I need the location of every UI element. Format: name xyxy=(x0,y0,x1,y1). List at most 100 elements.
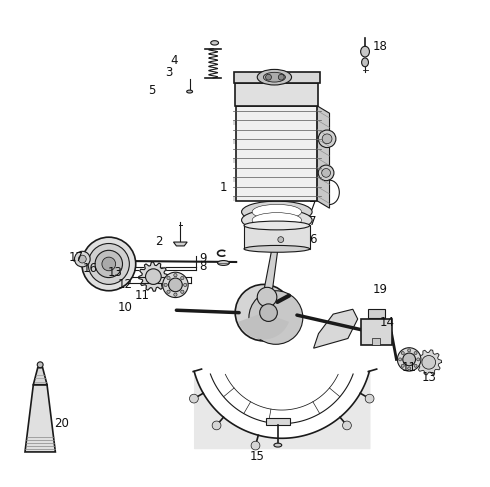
Circle shape xyxy=(163,272,188,298)
Circle shape xyxy=(318,165,334,181)
Circle shape xyxy=(401,364,404,367)
Circle shape xyxy=(181,290,184,294)
Circle shape xyxy=(365,394,374,403)
Polygon shape xyxy=(416,350,441,375)
Circle shape xyxy=(184,283,187,286)
Circle shape xyxy=(422,356,436,369)
Text: 15: 15 xyxy=(250,450,265,463)
Bar xyxy=(232,139,321,144)
Circle shape xyxy=(278,237,284,243)
Bar xyxy=(236,106,317,201)
Ellipse shape xyxy=(257,69,292,85)
Bar xyxy=(232,120,321,125)
Circle shape xyxy=(95,250,122,278)
Ellipse shape xyxy=(218,261,229,265)
Ellipse shape xyxy=(244,221,310,230)
Polygon shape xyxy=(314,309,358,348)
Circle shape xyxy=(266,74,271,80)
Circle shape xyxy=(212,421,221,430)
Circle shape xyxy=(343,421,351,430)
Ellipse shape xyxy=(274,443,282,447)
Circle shape xyxy=(251,441,260,450)
Circle shape xyxy=(401,352,404,355)
Ellipse shape xyxy=(252,205,301,219)
Text: 19: 19 xyxy=(372,283,387,296)
Ellipse shape xyxy=(252,213,301,227)
Text: 2: 2 xyxy=(155,235,163,247)
Text: 17: 17 xyxy=(69,251,83,263)
Ellipse shape xyxy=(361,46,369,57)
Circle shape xyxy=(260,304,277,321)
Circle shape xyxy=(414,352,417,355)
Text: 18: 18 xyxy=(372,40,387,53)
Circle shape xyxy=(37,362,43,368)
Bar xyxy=(234,72,319,82)
Circle shape xyxy=(249,291,303,344)
Text: 20: 20 xyxy=(54,417,69,430)
Circle shape xyxy=(190,394,198,403)
Circle shape xyxy=(167,276,170,280)
Wedge shape xyxy=(238,313,289,339)
Circle shape xyxy=(257,287,277,307)
Circle shape xyxy=(318,130,336,148)
Circle shape xyxy=(414,364,417,367)
Circle shape xyxy=(167,290,170,294)
Bar xyxy=(368,309,385,318)
Text: 14: 14 xyxy=(380,316,394,329)
Polygon shape xyxy=(25,385,55,452)
Text: 6: 6 xyxy=(309,233,317,246)
Circle shape xyxy=(321,169,330,177)
Circle shape xyxy=(403,353,416,366)
Text: 10: 10 xyxy=(118,301,132,314)
Polygon shape xyxy=(33,368,47,385)
Text: 5: 5 xyxy=(148,84,156,96)
Text: 11: 11 xyxy=(135,289,149,302)
Circle shape xyxy=(416,358,420,361)
Circle shape xyxy=(174,274,177,277)
Ellipse shape xyxy=(211,40,219,45)
Text: 8: 8 xyxy=(199,261,207,273)
Circle shape xyxy=(181,276,184,280)
Circle shape xyxy=(397,348,421,371)
Circle shape xyxy=(235,284,292,341)
Bar xyxy=(232,177,321,182)
Bar xyxy=(232,158,321,163)
Circle shape xyxy=(78,255,86,263)
Text: 7: 7 xyxy=(309,201,317,213)
Bar xyxy=(232,196,321,201)
Text: 13: 13 xyxy=(108,266,122,279)
Circle shape xyxy=(169,278,182,292)
Text: 7: 7 xyxy=(309,215,317,228)
Polygon shape xyxy=(318,106,329,208)
Text: 4: 4 xyxy=(170,55,178,67)
Circle shape xyxy=(174,293,177,296)
Bar xyxy=(266,418,290,425)
Circle shape xyxy=(82,237,136,291)
Circle shape xyxy=(278,74,284,80)
Circle shape xyxy=(408,349,411,352)
Bar xyxy=(244,225,310,249)
Bar xyxy=(361,319,392,345)
Polygon shape xyxy=(139,262,168,291)
Circle shape xyxy=(88,244,129,284)
Circle shape xyxy=(398,358,402,361)
Text: 13: 13 xyxy=(421,371,436,384)
Circle shape xyxy=(102,257,116,271)
Ellipse shape xyxy=(362,58,368,67)
Text: 3: 3 xyxy=(165,66,173,78)
Ellipse shape xyxy=(242,201,312,223)
Text: 9: 9 xyxy=(199,252,207,264)
Text: 1: 1 xyxy=(219,181,227,194)
Polygon shape xyxy=(263,246,278,297)
Circle shape xyxy=(322,134,332,144)
Circle shape xyxy=(164,283,167,286)
Bar xyxy=(372,338,380,345)
Ellipse shape xyxy=(187,90,193,93)
Text: 16: 16 xyxy=(83,262,98,275)
Bar xyxy=(235,82,318,106)
Circle shape xyxy=(146,269,161,284)
Ellipse shape xyxy=(244,245,310,252)
Text: 11: 11 xyxy=(402,361,416,374)
Ellipse shape xyxy=(242,209,312,231)
Text: 12: 12 xyxy=(118,279,132,291)
